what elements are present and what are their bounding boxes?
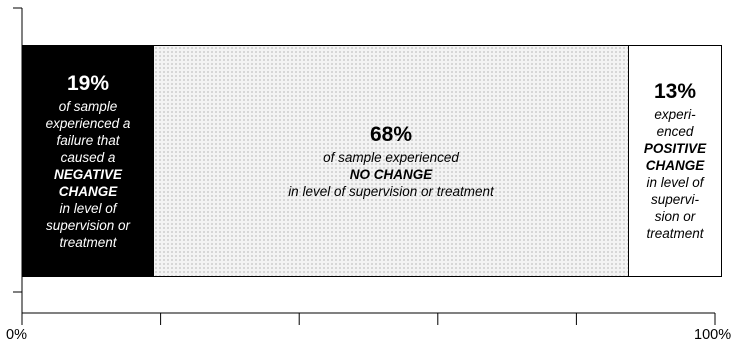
desc-line: sion or [654, 209, 696, 224]
desc-line: of sample experienced [323, 149, 459, 165]
desc-line: enced [656, 124, 694, 139]
desc-line-bold: NEGATIVE [53, 166, 122, 182]
x-tick-label-min: 0% [6, 327, 27, 343]
desc-line: caused a [60, 149, 116, 165]
segment-negative-change: 19% of sample experienced a failure that… [22, 45, 154, 277]
desc-line: in level of [59, 200, 117, 216]
segment-negative-description: of sample experienced a failure that cau… [46, 98, 131, 251]
desc-line: experienced a [45, 115, 131, 131]
desc-line: failure that [56, 132, 120, 148]
segment-no-change-description: of sample experienced NO CHANGE in level… [288, 149, 494, 200]
segment-positive-description: experi- enced POSITIVE CHANGE in level o… [644, 106, 706, 242]
desc-line: supervision or [45, 217, 131, 233]
desc-line-bold: NO CHANGE [349, 166, 433, 182]
x-axis-ticks [21, 313, 716, 325]
segment-no-change: 68% of sample experienced NO CHANGE in l… [154, 45, 628, 277]
desc-line-bold: CHANGE [645, 158, 705, 173]
desc-line: in level of supervision or treatment [288, 183, 494, 199]
x-tick-label-max: 100% [694, 327, 732, 343]
segment-positive-change: 13% experi- enced POSITIVE CHANGE in lev… [628, 45, 722, 277]
desc-line: treatment [646, 226, 704, 241]
desc-line-bold: POSITIVE [643, 141, 707, 156]
desc-line: of sample [58, 98, 118, 114]
desc-line: in level of [646, 175, 704, 190]
desc-line: treatment [59, 234, 117, 250]
segment-no-change-percent: 68% [369, 122, 413, 146]
segment-negative-percent: 19% [66, 71, 110, 95]
desc-line: experi- [654, 107, 696, 122]
segment-positive-percent: 13% [653, 80, 697, 103]
desc-line: supervi- [650, 192, 699, 207]
desc-line-bold: CHANGE [58, 183, 118, 199]
